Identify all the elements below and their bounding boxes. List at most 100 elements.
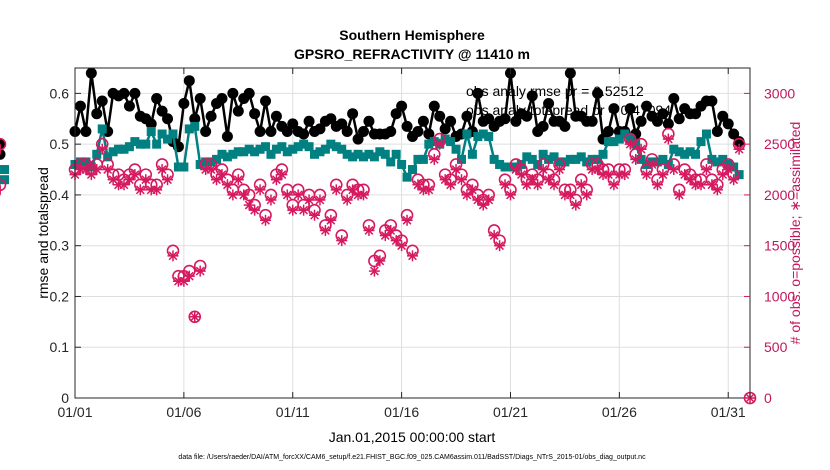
obs-assimilated-point — [466, 184, 478, 196]
obs-assimilated-point — [651, 179, 663, 191]
rmse-point — [189, 113, 201, 125]
totalspread-point — [609, 137, 619, 147]
obs-assimilated-point — [374, 255, 386, 267]
rmse-point — [227, 87, 239, 99]
rmse-point — [412, 125, 424, 137]
obs-assimilated-point — [287, 204, 299, 216]
x-tick-label: 01/26 — [602, 404, 637, 420]
obs-assimilated-point — [183, 270, 195, 282]
chart-subtitle: GPSRO_REFRACTIVITY @ 11410 m — [294, 46, 530, 62]
rmse-point — [641, 100, 653, 112]
rmse-point — [347, 108, 359, 120]
totalspread-point — [375, 147, 385, 157]
obs-assimilated-point — [646, 158, 658, 170]
obs-assimilated-point — [249, 204, 261, 216]
obs-assimilated-point — [700, 164, 712, 176]
totalspread-point — [446, 137, 456, 147]
obs-assimilated-point — [102, 164, 114, 176]
totalspread-point — [467, 149, 477, 159]
obs-assimilated-point — [260, 214, 272, 226]
y-tick-label: 0 — [61, 390, 69, 406]
obs-assimilated-point — [140, 174, 152, 186]
rmse-point — [722, 118, 734, 130]
totalspread-point — [522, 152, 532, 162]
rmse-point — [0, 148, 6, 160]
rmse-point — [123, 100, 135, 112]
totalspread-point — [103, 152, 113, 162]
totalspread-point — [135, 139, 145, 149]
totalspread-point — [261, 142, 271, 152]
obs-assimilated-point — [358, 189, 370, 201]
totalspread-point — [359, 152, 369, 162]
y-right-tick-label: 3000 — [764, 85, 795, 101]
totalspread-point — [456, 154, 466, 164]
rmse-point — [205, 110, 217, 122]
rmse-point — [635, 115, 647, 127]
obs-assimilated-point — [673, 189, 685, 201]
totalspread-point — [598, 149, 608, 159]
totalspread-point — [527, 154, 537, 164]
rmse-point — [423, 128, 435, 140]
totalspread-point — [669, 144, 679, 154]
obs-assimilated-point — [483, 194, 495, 206]
rmse-point — [706, 95, 718, 107]
rmse-point — [385, 125, 397, 137]
obs-assimilated-point — [298, 204, 310, 216]
obs-assimilated-point — [189, 311, 201, 323]
rmse-point — [537, 120, 549, 132]
obs-assimilated-point — [455, 174, 467, 186]
rmse-point — [662, 118, 674, 130]
obs-assimilated-point — [532, 179, 544, 191]
obs-assimilated-point — [641, 169, 653, 181]
totalspread-point — [250, 147, 260, 157]
obs-assimilated-point — [428, 153, 440, 165]
totalspread-point — [239, 147, 249, 157]
totalspread-point — [271, 144, 281, 154]
obs-assimilated-point — [129, 169, 141, 181]
rmse-point — [118, 87, 130, 99]
totalspread-point — [614, 134, 624, 144]
obs-assimilated-point — [341, 194, 353, 206]
totalspread-point — [380, 149, 390, 159]
rmse-point — [281, 125, 293, 137]
rmse-point — [586, 115, 598, 127]
totalspread-point — [141, 139, 151, 149]
rmse-point — [483, 113, 495, 125]
obs-assimilated-point — [227, 189, 239, 201]
y-axis-ticks: 0 0.1 0.2 0.3 0.4 0.5 0.6 — [50, 85, 81, 406]
totalspread-point — [0, 175, 9, 185]
totalspread-point — [310, 149, 320, 159]
rmse-point — [673, 113, 685, 125]
rmse-point — [624, 103, 636, 115]
obs-assimilated-point — [570, 199, 582, 211]
totalspread-point — [228, 149, 238, 159]
rmse-point — [396, 100, 408, 112]
obs-assimilated-point — [662, 133, 674, 145]
rmse-point — [363, 115, 375, 127]
x-tick-label: 01/11 — [276, 404, 310, 420]
obs-assimilated-point — [722, 164, 734, 176]
obs-assimilated-point — [151, 184, 163, 196]
y-tick-label: 0.1 — [50, 339, 70, 355]
series-obs-possible — [0, 127, 757, 405]
y-right-tick-label: 500 — [764, 339, 788, 355]
totalspread-point — [451, 144, 461, 154]
rmse-point — [194, 92, 206, 104]
totalspread-point — [478, 129, 488, 139]
totalspread-point — [418, 154, 428, 164]
rmse-point — [728, 128, 740, 140]
obs-assimilated-point — [445, 179, 457, 191]
rmse-point — [711, 125, 723, 137]
obs-assimilated-point — [717, 169, 729, 181]
obs-assimilated-point — [368, 265, 380, 277]
legend-entry-totspread: obs analy totspread pr = 0.47094 — [466, 102, 671, 118]
obs-assimilated-point — [494, 240, 506, 252]
obs-assimilated-point — [657, 169, 669, 181]
totalspread-point — [484, 132, 494, 142]
obs-assimilated-point — [504, 189, 516, 201]
obs-assimilated-point — [537, 164, 549, 176]
rmse-point — [221, 131, 233, 143]
totalspread-point — [244, 144, 254, 154]
totalspread-point — [212, 154, 222, 164]
